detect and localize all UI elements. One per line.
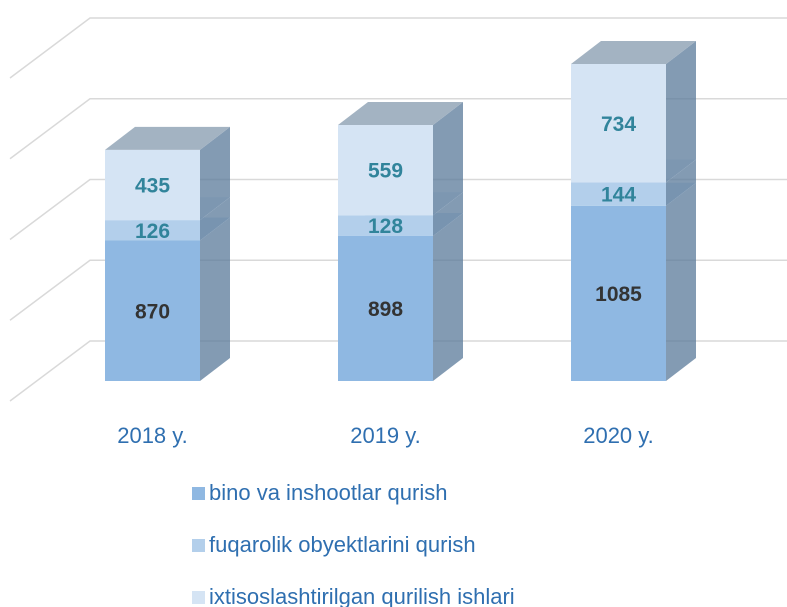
value-label: 870 <box>135 300 170 323</box>
bar-segment <box>571 63 666 183</box>
value-label: 435 <box>135 175 170 198</box>
grid-line <box>9 259 787 321</box>
x-tick-label: 2018 y. <box>117 423 188 448</box>
bar-side <box>200 197 230 241</box>
legend-label: fuqarolik obyektlarini qurish <box>209 532 476 557</box>
bar-side <box>666 182 696 381</box>
value-label: 898 <box>368 298 403 321</box>
legend-swatch <box>192 487 205 500</box>
value-label: 734 <box>601 113 636 136</box>
bar-top <box>105 126 230 150</box>
bar-segment <box>571 182 666 206</box>
legend-label: bino va inshootlar qurish <box>209 480 447 505</box>
bar-segment <box>338 125 433 216</box>
grid-line <box>9 340 787 402</box>
value-label: 126 <box>135 220 170 243</box>
bar-segment <box>338 215 433 236</box>
value-label: 144 <box>601 184 636 207</box>
grid-line <box>9 98 787 160</box>
bar-side <box>433 192 463 236</box>
bar-side <box>433 102 463 216</box>
x-tick-label: 2019 y. <box>350 423 421 448</box>
value-label: 559 <box>368 160 403 183</box>
bar-segment <box>105 220 200 241</box>
bar-segment <box>571 205 666 381</box>
grid-line <box>9 17 787 79</box>
bar-top <box>338 102 463 126</box>
value-label: 128 <box>368 215 403 238</box>
grid-line <box>9 178 787 241</box>
value-label: 1085 <box>595 283 642 306</box>
bar-side <box>666 40 696 183</box>
bar-segment <box>338 235 433 381</box>
bar-top <box>571 40 696 64</box>
legend-swatch <box>192 591 205 604</box>
bar-side <box>200 126 230 221</box>
legend-label: ixtisoslashtirilgan qurilish ishlari <box>209 584 515 607</box>
bar-side <box>666 159 696 206</box>
bar-segment <box>105 149 200 221</box>
bar-segment <box>105 240 200 381</box>
legend-swatch <box>192 539 205 552</box>
x-tick-label: 2020 y. <box>583 423 654 448</box>
bar-side <box>433 212 463 381</box>
bar-side <box>200 217 230 381</box>
